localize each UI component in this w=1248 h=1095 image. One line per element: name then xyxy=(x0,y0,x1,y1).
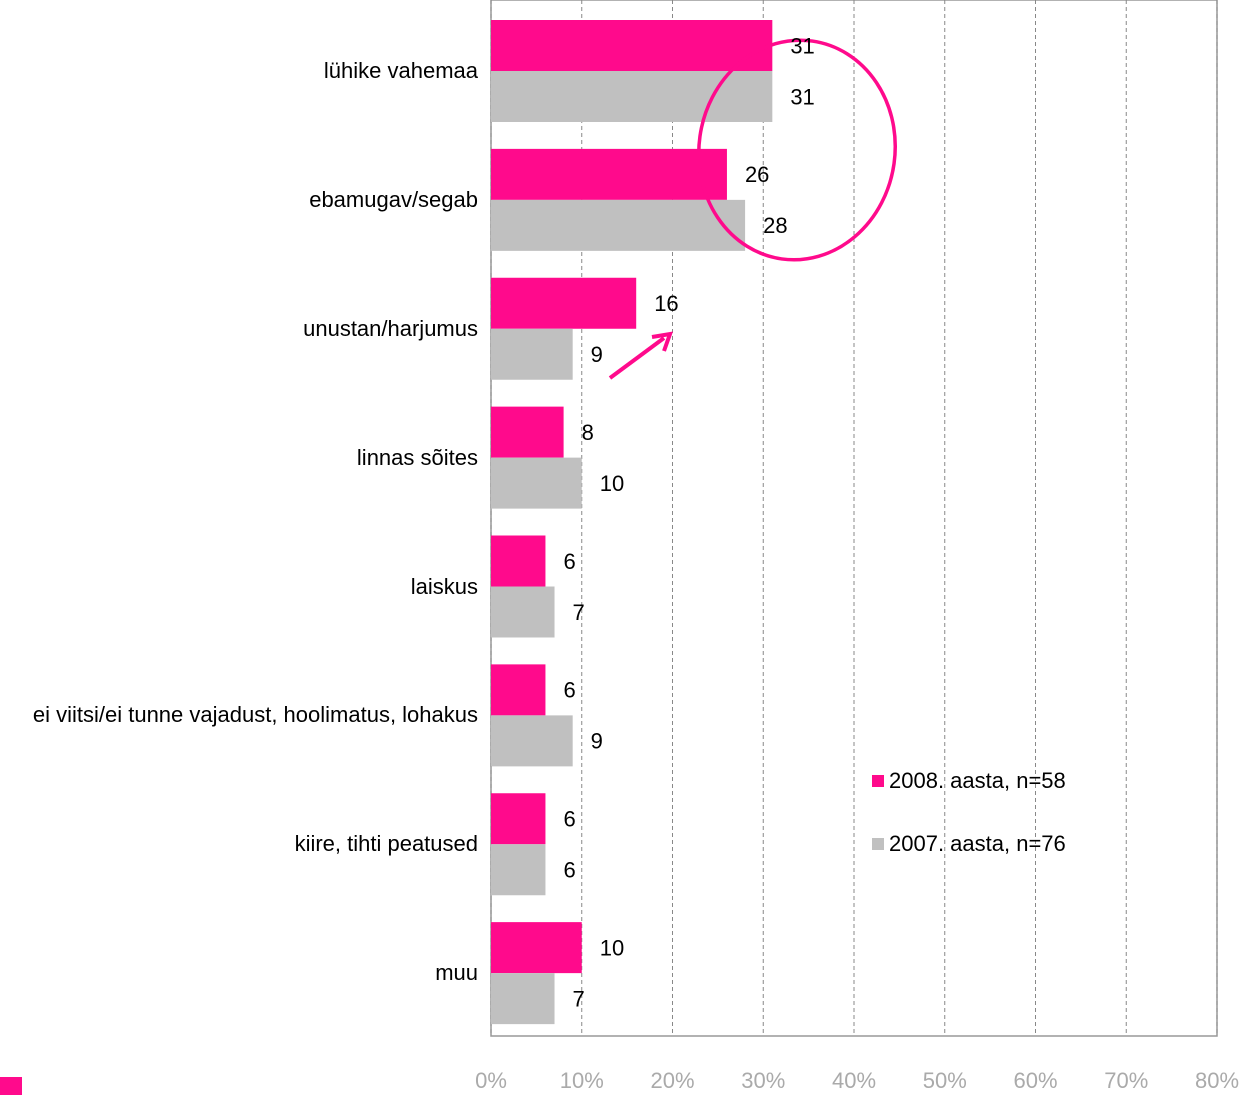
bar xyxy=(491,328,573,380)
value-label: 7 xyxy=(573,600,585,625)
bar xyxy=(491,793,546,845)
value-label: 6 xyxy=(563,549,575,574)
legend-swatch xyxy=(872,775,884,787)
x-tick-label: 40% xyxy=(832,1068,876,1093)
bar xyxy=(491,844,546,896)
value-label: 9 xyxy=(591,729,603,754)
value-label: 6 xyxy=(563,678,575,703)
y-tick-label: kiire, tihti peatused xyxy=(294,831,478,857)
bar xyxy=(491,277,637,329)
bar xyxy=(491,586,555,638)
bar xyxy=(491,973,555,1025)
marks xyxy=(490,0,1218,1036)
value-label: 7 xyxy=(573,986,585,1011)
bar xyxy=(491,664,546,716)
value-label: 31 xyxy=(790,33,814,58)
legend-swatch xyxy=(872,838,884,850)
value-label: 8 xyxy=(582,420,594,445)
y-tick-label: lühike vahemaa xyxy=(323,58,478,83)
value-label: 26 xyxy=(745,162,769,187)
highlight-ellipse xyxy=(697,38,897,262)
bar xyxy=(491,922,582,974)
value-label: 9 xyxy=(591,342,603,367)
bar xyxy=(491,406,564,458)
value-label: 10 xyxy=(600,935,624,960)
value-label: 6 xyxy=(563,858,575,883)
bar xyxy=(491,148,727,200)
y-tick-label: unustan/harjumus xyxy=(303,315,478,341)
logo xyxy=(0,1077,22,1095)
value-label: 10 xyxy=(600,471,624,496)
x-tick-label: 30% xyxy=(741,1068,785,1093)
value-label: 16 xyxy=(654,291,678,316)
y-tick-label: ebamugav/segab xyxy=(309,186,478,212)
x-tick-label: 80% xyxy=(1195,1068,1239,1093)
arrow-shaft xyxy=(608,336,666,380)
x-tick-label: 10% xyxy=(560,1068,604,1093)
x-tick-label: 0% xyxy=(475,1068,507,1093)
y-tick-label: linnas sõites xyxy=(356,444,478,470)
bar xyxy=(491,199,746,251)
x-tick-label: 70% xyxy=(1104,1068,1148,1093)
arrow-head xyxy=(651,331,674,352)
y-tick-label: laiskus xyxy=(410,573,478,599)
value-label: 28 xyxy=(763,213,787,238)
bar xyxy=(491,535,546,587)
x-tick-label: 20% xyxy=(650,1068,694,1093)
value-label: 6 xyxy=(563,807,575,832)
legend-label: 2008. aasta, n=58 xyxy=(889,768,1066,793)
bar xyxy=(491,715,573,767)
y-tick-label: muu xyxy=(435,960,478,986)
value-label: 31 xyxy=(790,84,814,109)
bar xyxy=(491,457,582,509)
x-tick-label: 60% xyxy=(1013,1068,1057,1093)
x-tick-label: 50% xyxy=(923,1068,967,1093)
legend-label: 2007. aasta, n=76 xyxy=(889,831,1066,856)
bar xyxy=(491,71,773,122)
bar xyxy=(491,20,773,71)
y-tick-label: ei viitsi/ei tunne vajadust, hoolimatus,… xyxy=(32,702,478,728)
